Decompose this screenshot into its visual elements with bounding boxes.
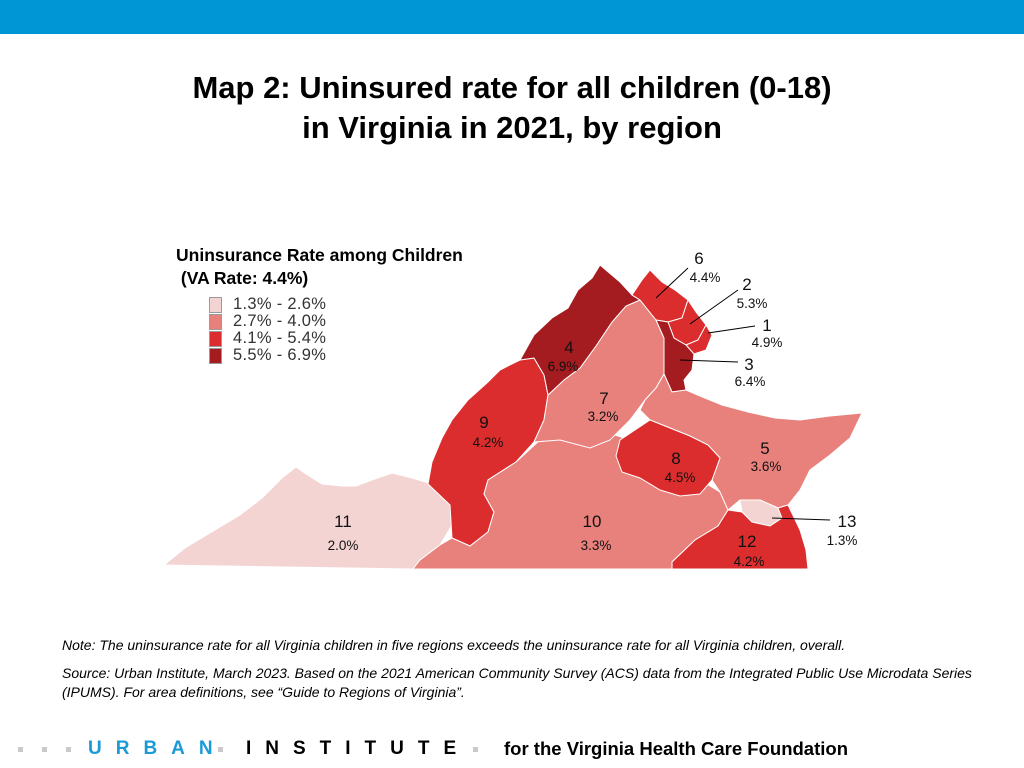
region-8-shape bbox=[615, 419, 721, 497]
region-label-9: 9 4.2% bbox=[473, 413, 504, 450]
svg-text:4: 4 bbox=[564, 338, 573, 357]
region-3-shape bbox=[655, 319, 695, 393]
svg-text:8: 8 bbox=[671, 449, 680, 468]
legend-swatch-4 bbox=[209, 347, 222, 364]
svg-text:7: 7 bbox=[599, 389, 608, 408]
legend-item-1: 1.3% - 2.6% bbox=[209, 295, 463, 313]
svg-text:6.4%: 6.4% bbox=[735, 374, 766, 389]
region-label-11: 11 2.0% bbox=[328, 512, 359, 553]
region-label-2: 2 5.3% bbox=[737, 275, 768, 311]
region-label-13: 13 1.3% bbox=[827, 512, 858, 548]
legend-items: 1.3% - 2.6% 2.7% - 4.0% 4.1% - 5.4% 5.5%… bbox=[209, 295, 463, 364]
source-text: Source: Urban Institute, March 2023. Bas… bbox=[62, 665, 972, 700]
svg-text:1.3%: 1.3% bbox=[827, 533, 858, 548]
svg-text:13: 13 bbox=[838, 512, 857, 531]
svg-text:6.9%: 6.9% bbox=[548, 359, 579, 374]
legend-title-line-2: (VA Rate: 4.4%) bbox=[176, 268, 309, 288]
legend-item-2: 2.7% - 4.0% bbox=[209, 312, 463, 330]
region-label-12: 12 4.2% bbox=[734, 532, 765, 569]
map-legend: Uninsurance Rate among Children (VA Rate… bbox=[176, 244, 463, 364]
svg-text:4.4%: 4.4% bbox=[690, 270, 721, 285]
footer-dot bbox=[66, 747, 71, 752]
region-label-1: 1 4.9% bbox=[752, 316, 783, 350]
svg-text:12: 12 bbox=[738, 532, 757, 551]
svg-text:3.2%: 3.2% bbox=[588, 409, 619, 424]
legend-swatch-2 bbox=[209, 313, 222, 330]
footer-credit: for the Virginia Health Care Foundation bbox=[504, 738, 848, 759]
institute-logo-text: INSTITUTE bbox=[246, 738, 471, 759]
legend-label-2: 2.7% - 4.0% bbox=[233, 312, 327, 330]
region-label-7: 7 3.2% bbox=[588, 389, 619, 424]
region-label-10: 10 3.3% bbox=[581, 512, 612, 553]
svg-text:4.2%: 4.2% bbox=[473, 435, 504, 450]
svg-text:1: 1 bbox=[762, 316, 771, 335]
legend-item-3: 4.1% - 5.4% bbox=[209, 329, 463, 347]
leader-line-6 bbox=[655, 267, 689, 299]
footer-dot bbox=[42, 747, 47, 752]
note-text: Note: The uninsurance rate for all Virgi… bbox=[62, 637, 846, 653]
footer-dot bbox=[18, 747, 23, 752]
svg-text:11: 11 bbox=[334, 512, 352, 531]
title-line-2: in Virginia in 2021, by region bbox=[302, 110, 722, 145]
leader-line-1 bbox=[707, 325, 756, 334]
svg-text:4.5%: 4.5% bbox=[665, 470, 696, 485]
svg-text:4.2%: 4.2% bbox=[734, 554, 765, 569]
leader-line-13 bbox=[771, 517, 831, 521]
svg-text:4.9%: 4.9% bbox=[752, 335, 783, 350]
urban-logo-text: URBAN bbox=[88, 738, 227, 759]
region-label-5: 5 3.6% bbox=[751, 439, 782, 474]
svg-text:3.6%: 3.6% bbox=[751, 459, 782, 474]
svg-text:3: 3 bbox=[744, 355, 753, 374]
svg-text:6: 6 bbox=[694, 249, 703, 268]
legend-swatch-3 bbox=[209, 330, 222, 347]
legend-swatch-1 bbox=[209, 296, 222, 313]
page-title: Map 2: Uninsured rate for all children (… bbox=[0, 68, 1024, 148]
leader-line-2 bbox=[689, 289, 739, 325]
title-line-1: Map 2: Uninsured rate for all children (… bbox=[192, 70, 832, 105]
footer-dot bbox=[473, 747, 478, 752]
footer: URBAN INSTITUTE for the Virginia Health … bbox=[0, 735, 1024, 765]
svg-text:2.0%: 2.0% bbox=[328, 538, 359, 553]
region-11-shape bbox=[162, 466, 453, 570]
region-label-4: 4 6.9% bbox=[548, 338, 579, 374]
region-12-shape bbox=[671, 504, 809, 570]
svg-text:9: 9 bbox=[479, 413, 488, 432]
region-label-6: 6 4.4% bbox=[690, 249, 721, 285]
top-accent-bar bbox=[0, 0, 1024, 34]
svg-text:5.3%: 5.3% bbox=[737, 296, 768, 311]
svg-text:2: 2 bbox=[742, 275, 751, 294]
svg-text:10: 10 bbox=[583, 512, 602, 531]
legend-title-line-1: Uninsurance Rate among Children bbox=[176, 245, 463, 265]
footer-dot bbox=[218, 747, 223, 752]
legend-item-4: 5.5% - 6.9% bbox=[209, 346, 463, 364]
legend-label-3: 4.1% - 5.4% bbox=[233, 329, 327, 347]
region-label-3: 3 6.4% bbox=[735, 355, 766, 389]
region-label-8: 8 4.5% bbox=[665, 449, 696, 485]
legend-label-4: 5.5% - 6.9% bbox=[233, 346, 327, 364]
legend-label-1: 1.3% - 2.6% bbox=[233, 295, 327, 313]
leader-line-3 bbox=[679, 359, 739, 363]
svg-text:5: 5 bbox=[760, 439, 769, 458]
svg-text:3.3%: 3.3% bbox=[581, 538, 612, 553]
